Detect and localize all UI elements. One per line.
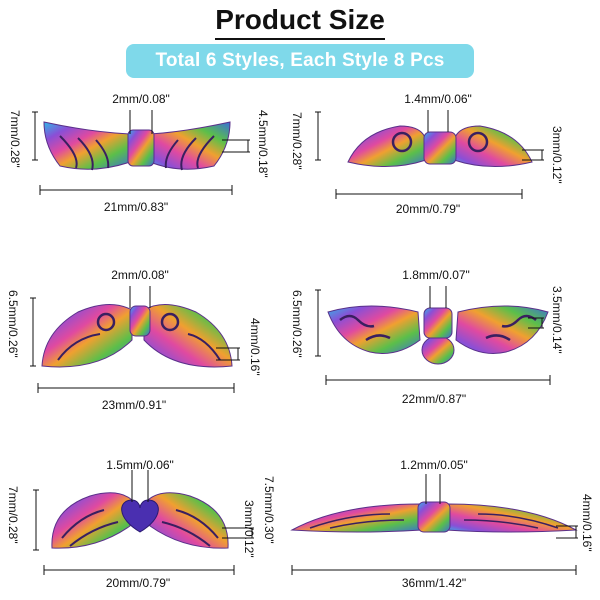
wing-bead-image (347, 125, 533, 168)
height-label: 7mm/0.28" (8, 110, 22, 168)
thickness-label: 4mm/0.16" (580, 494, 594, 552)
hole-size-label: 1.8mm/0.07" (402, 268, 470, 282)
product-wing-style-1: 2mm/0.08" 7mm/0.28" 4.5mm/0.18" 21mm/0.8… (0, 86, 300, 256)
thickness-label: 3mm/0.12" (550, 126, 564, 184)
product-wing-style-4: 1.8mm/0.07" 6.5mm/0.26" 3.5mm/0.14" 22mm… (290, 262, 600, 432)
title-underline (215, 38, 385, 40)
height-label: 7mm/0.28" (6, 486, 20, 544)
thickness-label: 3mm/0.12" (242, 500, 256, 558)
height-label: 6.5mm/0.26" (290, 290, 304, 358)
dimension-lines (30, 286, 240, 393)
length-label: 21mm/0.83" (103, 200, 169, 214)
length-label: 36mm/1.42" (401, 576, 467, 590)
length-label: 23mm/0.91" (101, 398, 167, 412)
height-label: 6.5mm/0.26" (6, 290, 20, 358)
dimension-lines (32, 110, 250, 195)
styles-banner: Total 6 Styles, Each Style 8 Pcs (126, 44, 474, 78)
wing-bead-image (51, 492, 229, 549)
length-label: 22mm/0.87" (401, 392, 467, 406)
wing-bead-image (290, 501, 578, 533)
dimension-lines (33, 470, 254, 575)
dimension-lines (315, 110, 544, 199)
wing-bead-image (41, 304, 233, 368)
thickness-label: 4mm/0.16" (248, 318, 262, 376)
hole-size-label: 2mm/0.08" (111, 268, 169, 282)
dimension-lines (291, 474, 578, 575)
height-label-bead-6: 7.5mm/0.30" (262, 476, 276, 544)
height-label: 7mm/0.28" (290, 112, 304, 170)
page-title: Product Size (215, 4, 385, 35)
wing-bead-image (43, 121, 231, 171)
dimension-lines (315, 286, 551, 385)
wing-bead-image (327, 305, 549, 365)
product-wing-style-5: 1.5mm/0.06" 7mm/0.28" 3mm/0.12" 7.5mm/0.… (0, 430, 300, 600)
length-label: 20mm/0.79" (395, 202, 461, 216)
hole-size-label: 2mm/0.08" (112, 92, 170, 106)
thickness-label: 3.5mm/0.14" (550, 286, 564, 354)
product-wing-style-2: 1.4mm/0.06" 7mm/0.28" 3mm/0.12" 20mm/0.7… (290, 86, 600, 256)
hole-size-label: 1.5mm/0.06" (106, 458, 174, 472)
product-wing-style-3: 2mm/0.08" 6.5mm/0.26" 4mm/0.16" 23mm/0.9… (0, 262, 300, 432)
length-label: 20mm/0.79" (105, 576, 171, 590)
hole-size-label: 1.2mm/0.05" (400, 458, 468, 472)
hole-size-label: 1.4mm/0.06" (404, 92, 472, 106)
thickness-label: 4.5mm/0.18" (256, 110, 270, 178)
product-wing-style-6: 1.2mm/0.05" 4mm/0.16" 36mm/1.42" (290, 430, 600, 600)
